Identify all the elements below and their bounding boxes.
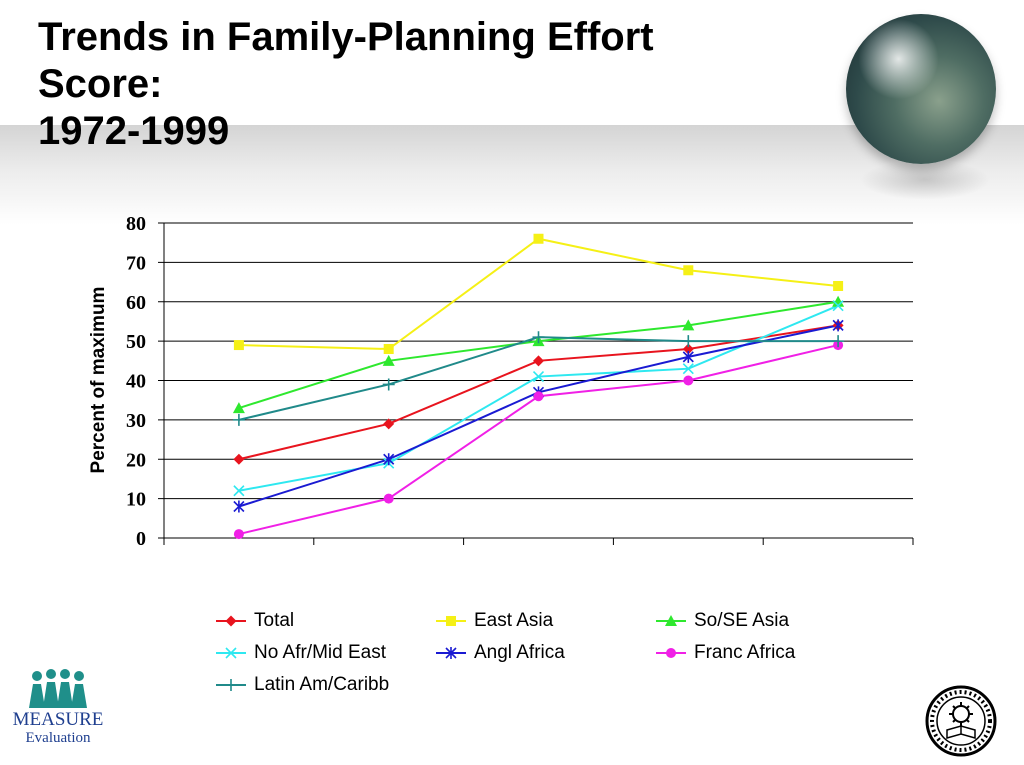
data-point-so-se-asia xyxy=(682,319,695,331)
data-point-east-asia xyxy=(533,233,544,244)
legend-swatch-marker xyxy=(445,647,457,659)
series-line-latin-am-caribb xyxy=(238,336,839,421)
slide-title: Trends in Family-Planning Effort Score: … xyxy=(38,14,858,155)
y-tick-labels: 0 10 20 30 40 50 60 70 80 xyxy=(126,213,146,550)
data-point-so-se-asia xyxy=(232,402,245,414)
data-point-latin-am-caribb xyxy=(682,335,695,348)
y-tick-label: 20 xyxy=(126,449,146,471)
data-point-latin-am-caribb xyxy=(532,331,545,344)
legend-label: So/SE Asia xyxy=(694,610,790,631)
data-point-east-asia xyxy=(233,340,244,351)
legend-swatch-east-asia xyxy=(436,616,466,626)
legend-swatch-marker xyxy=(665,615,677,626)
legend-swatch-no-afr-mid-east xyxy=(216,647,246,659)
legend-swatch-so-se-asia xyxy=(656,615,686,626)
y-tick-label: 0 xyxy=(136,528,146,550)
legend-swatch-marker xyxy=(446,616,456,626)
legend-swatch-angl-africa xyxy=(436,647,466,659)
data-point-franc-africa xyxy=(383,493,394,504)
data-point-latin-am-caribb xyxy=(232,413,245,426)
series-markers xyxy=(232,233,845,540)
data-point-total xyxy=(233,453,245,465)
data-point-total xyxy=(533,355,544,367)
data-point-franc-africa xyxy=(683,375,694,386)
data-point-latin-am-caribb xyxy=(832,335,845,348)
x-axis xyxy=(158,222,914,545)
data-point-latin-am-caribb xyxy=(382,378,395,391)
data-point-so-se-asia xyxy=(832,295,845,307)
chart-legend: Total East Asia So/SE Asia No Afr/Mid East A… xyxy=(214,608,874,698)
legend-label: Angl Africa xyxy=(474,642,565,663)
legend-item-no-afr-mid-east: No Afr/Mid East xyxy=(214,640,434,666)
data-point-no-afr-mid-east xyxy=(233,485,245,497)
legend-label: East Asia xyxy=(474,610,554,631)
y-tick-label: 10 xyxy=(126,489,146,511)
title-line-3: 1972-1999 xyxy=(38,109,230,153)
logo-text-evaluation: Evaluation xyxy=(25,730,91,746)
globe-shadow xyxy=(860,160,990,200)
legend-swatch-franc-africa xyxy=(656,648,686,658)
data-point-no-afr-mid-east xyxy=(832,300,844,312)
data-point-angl-africa xyxy=(832,319,844,332)
legend-swatch-marker xyxy=(666,648,676,658)
title-line-1: Trends in Family-Planning Effort xyxy=(38,15,654,59)
legend-label: Franc Africa xyxy=(694,642,796,663)
data-point-angl-africa xyxy=(682,350,694,363)
data-point-angl-africa xyxy=(383,453,395,466)
measure-evaluation-logo: MEASURE Evaluation xyxy=(8,668,108,758)
y-tick-label: 30 xyxy=(126,410,146,432)
university-seal-icon xyxy=(925,685,997,757)
series-line-angl-africa xyxy=(238,324,839,508)
legend-swatch-marker xyxy=(225,647,237,659)
legend-item-so-se-asia: So/SE Asia xyxy=(654,608,874,634)
logo-text-measure: MEASURE xyxy=(12,709,104,730)
y-tick-label: 60 xyxy=(126,292,146,314)
legend-label: Latin Am/Caribb xyxy=(254,674,390,695)
people-logo-icon xyxy=(29,669,87,708)
legend-item-latin-am-caribb: Latin Am/Caribb xyxy=(214,672,434,698)
y-axis-label: Percent of maximum xyxy=(88,287,109,474)
data-point-no-afr-mid-east xyxy=(682,363,694,375)
y-tick-label: 50 xyxy=(126,331,146,353)
y-tick-label: 80 xyxy=(126,213,146,235)
data-point-east-asia xyxy=(683,265,694,276)
data-point-so-se-asia xyxy=(382,354,395,366)
title-line-2: Score: xyxy=(38,62,163,106)
legend-label: No Afr/Mid East xyxy=(254,642,386,663)
y-tick-label: 70 xyxy=(126,252,146,274)
data-point-east-asia xyxy=(833,281,844,291)
series-line-franc-africa xyxy=(238,344,839,536)
legend-item-total: Total xyxy=(214,608,434,634)
legend-swatch-marker xyxy=(225,679,237,691)
data-point-angl-africa xyxy=(233,500,245,513)
legend-label: Total xyxy=(254,610,295,631)
legend-item-east-asia: East Asia xyxy=(434,608,654,634)
line-chart: 0 10 20 30 40 50 60 70 80 Percent of maximum xyxy=(88,213,914,550)
legend-item-franc-africa: Franc Africa xyxy=(654,640,874,666)
legend-item-angl-africa: Angl Africa xyxy=(434,640,654,666)
globe-image xyxy=(846,14,996,164)
legend-swatch-marker xyxy=(225,615,237,627)
data-point-total xyxy=(682,343,694,355)
data-point-east-asia xyxy=(383,344,394,354)
y-tick-label: 40 xyxy=(126,371,146,393)
background-band xyxy=(0,125,1024,225)
data-point-no-afr-mid-east xyxy=(532,370,545,383)
legend-swatch-total xyxy=(216,615,246,627)
legend-swatch-latin-am-caribb xyxy=(216,679,246,691)
data-point-franc-africa xyxy=(233,529,244,540)
data-point-total xyxy=(383,418,395,430)
data-point-franc-africa xyxy=(533,391,544,402)
